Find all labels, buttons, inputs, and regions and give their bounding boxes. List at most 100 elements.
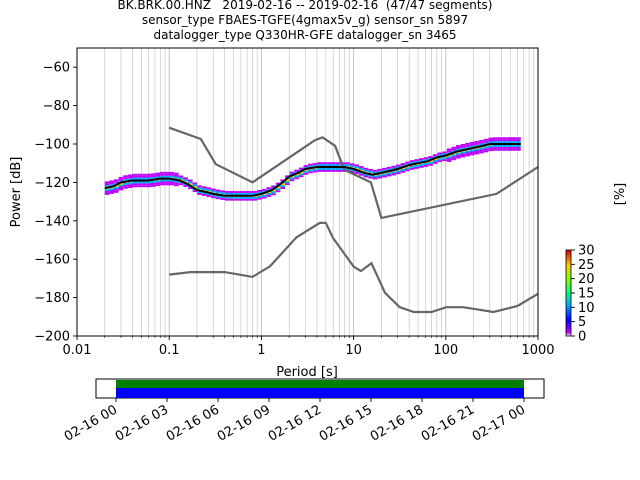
psd-cell (109, 184, 114, 187)
psd-cell (275, 190, 281, 193)
psd-cell (192, 182, 198, 185)
psd-cell (335, 164, 341, 167)
y-tick-label: −100 (34, 138, 70, 153)
title-line-3: datalogger_type Q330HR-GFE datalogger_sn… (153, 28, 457, 42)
psd-cell (516, 141, 521, 144)
psd-cell (118, 188, 124, 191)
x-tick-label: 10 (345, 343, 362, 358)
psd-cell (206, 187, 212, 190)
psd-cell (511, 137, 517, 140)
psd-cell (516, 137, 521, 140)
psd-cell (400, 165, 406, 168)
psd-cell (118, 184, 124, 187)
psd-cell (317, 162, 322, 165)
x-axis-label: Period [s] (276, 365, 338, 380)
psd-cell (211, 188, 216, 191)
psd-cell (506, 144, 512, 147)
psd-cell (345, 168, 350, 171)
colorbar-tick-label: 15 (578, 287, 595, 302)
x-tick-label: 1000 (521, 343, 554, 358)
x-tick-label: 0.1 (159, 343, 180, 358)
psd-cell (502, 146, 507, 149)
psd-cell (483, 138, 489, 141)
psd-cell (400, 170, 406, 173)
psd-cell (409, 162, 415, 165)
psd-cell (220, 192, 225, 195)
psd-cell (497, 144, 503, 147)
psd-cell (150, 173, 156, 176)
psd-cell (211, 190, 216, 193)
psd-cell (123, 177, 128, 180)
psd-cell (368, 168, 373, 171)
psd-cell (169, 173, 175, 176)
psd-cell (321, 162, 327, 165)
psd-cell (280, 179, 286, 182)
psd-cell (234, 196, 239, 199)
psd-cell (275, 182, 281, 185)
psd-cell (451, 148, 457, 151)
psd-cell (469, 151, 475, 154)
psd-cell (127, 174, 133, 177)
psd-cell (127, 176, 133, 179)
psd-cell (164, 171, 170, 174)
psd-cell (169, 183, 175, 186)
psd-cell (234, 198, 239, 201)
psd-cell (294, 169, 299, 172)
psd-cell (206, 193, 212, 196)
psd-cell (137, 175, 142, 178)
psd-cell (317, 168, 322, 170)
psd-cell (493, 139, 498, 142)
psd-cell (155, 172, 161, 175)
colorbar-tick-label: 10 (578, 301, 595, 316)
psd-cell (141, 185, 147, 188)
psd-cell (349, 165, 355, 168)
psd-cell (164, 181, 170, 184)
psd-cell (123, 182, 128, 185)
psd-cell (257, 195, 262, 198)
psd-cell (428, 163, 433, 166)
psd-cell (132, 173, 138, 176)
psd-cell (155, 176, 161, 179)
psd-cell (419, 158, 424, 161)
psd-cell (405, 167, 410, 170)
psd-cell (183, 177, 188, 180)
psd-cell (312, 168, 318, 171)
psd-cell (248, 198, 253, 201)
psd-cell (465, 142, 470, 145)
psd-cell (132, 185, 138, 188)
psd-cell (377, 176, 383, 179)
psd-cell (437, 160, 443, 163)
psd-cell (423, 157, 429, 160)
psd-cell (123, 184, 128, 187)
title-line-2: sensor_type FBAES-TGFE(4gmax5v_g) sensor… (141, 13, 469, 27)
psd-cell (164, 179, 170, 182)
psd-cell (488, 149, 494, 152)
psd-cell (363, 173, 369, 176)
psd-cell (386, 166, 392, 169)
psd-cell (479, 147, 484, 150)
psd-cell (511, 148, 517, 151)
psd-cell (150, 182, 156, 185)
psd-cell (358, 166, 364, 169)
high-noise-model-line (168, 126, 539, 220)
psd-cell (183, 179, 188, 182)
psd-cell (446, 150, 452, 153)
psd-cell (479, 141, 484, 144)
psd-cell (160, 171, 165, 174)
psd-cell (289, 171, 295, 174)
psd-cell (224, 198, 230, 201)
y-tick-label: −180 (34, 291, 70, 306)
psd-cell (465, 144, 470, 147)
psd-cell (164, 175, 170, 178)
psd-cell (141, 175, 147, 178)
psd-cell (271, 191, 276, 194)
psd-cell (414, 164, 420, 167)
psd-cell (303, 165, 309, 168)
psd-cell (257, 197, 262, 200)
psd-cell (289, 177, 295, 180)
psd-cell (511, 146, 517, 149)
psd-cell (326, 169, 332, 172)
timeline-tick-label: 02-17 00 (470, 402, 528, 444)
x-tick-label: 100 (433, 343, 458, 358)
psd-cell (109, 190, 114, 192)
